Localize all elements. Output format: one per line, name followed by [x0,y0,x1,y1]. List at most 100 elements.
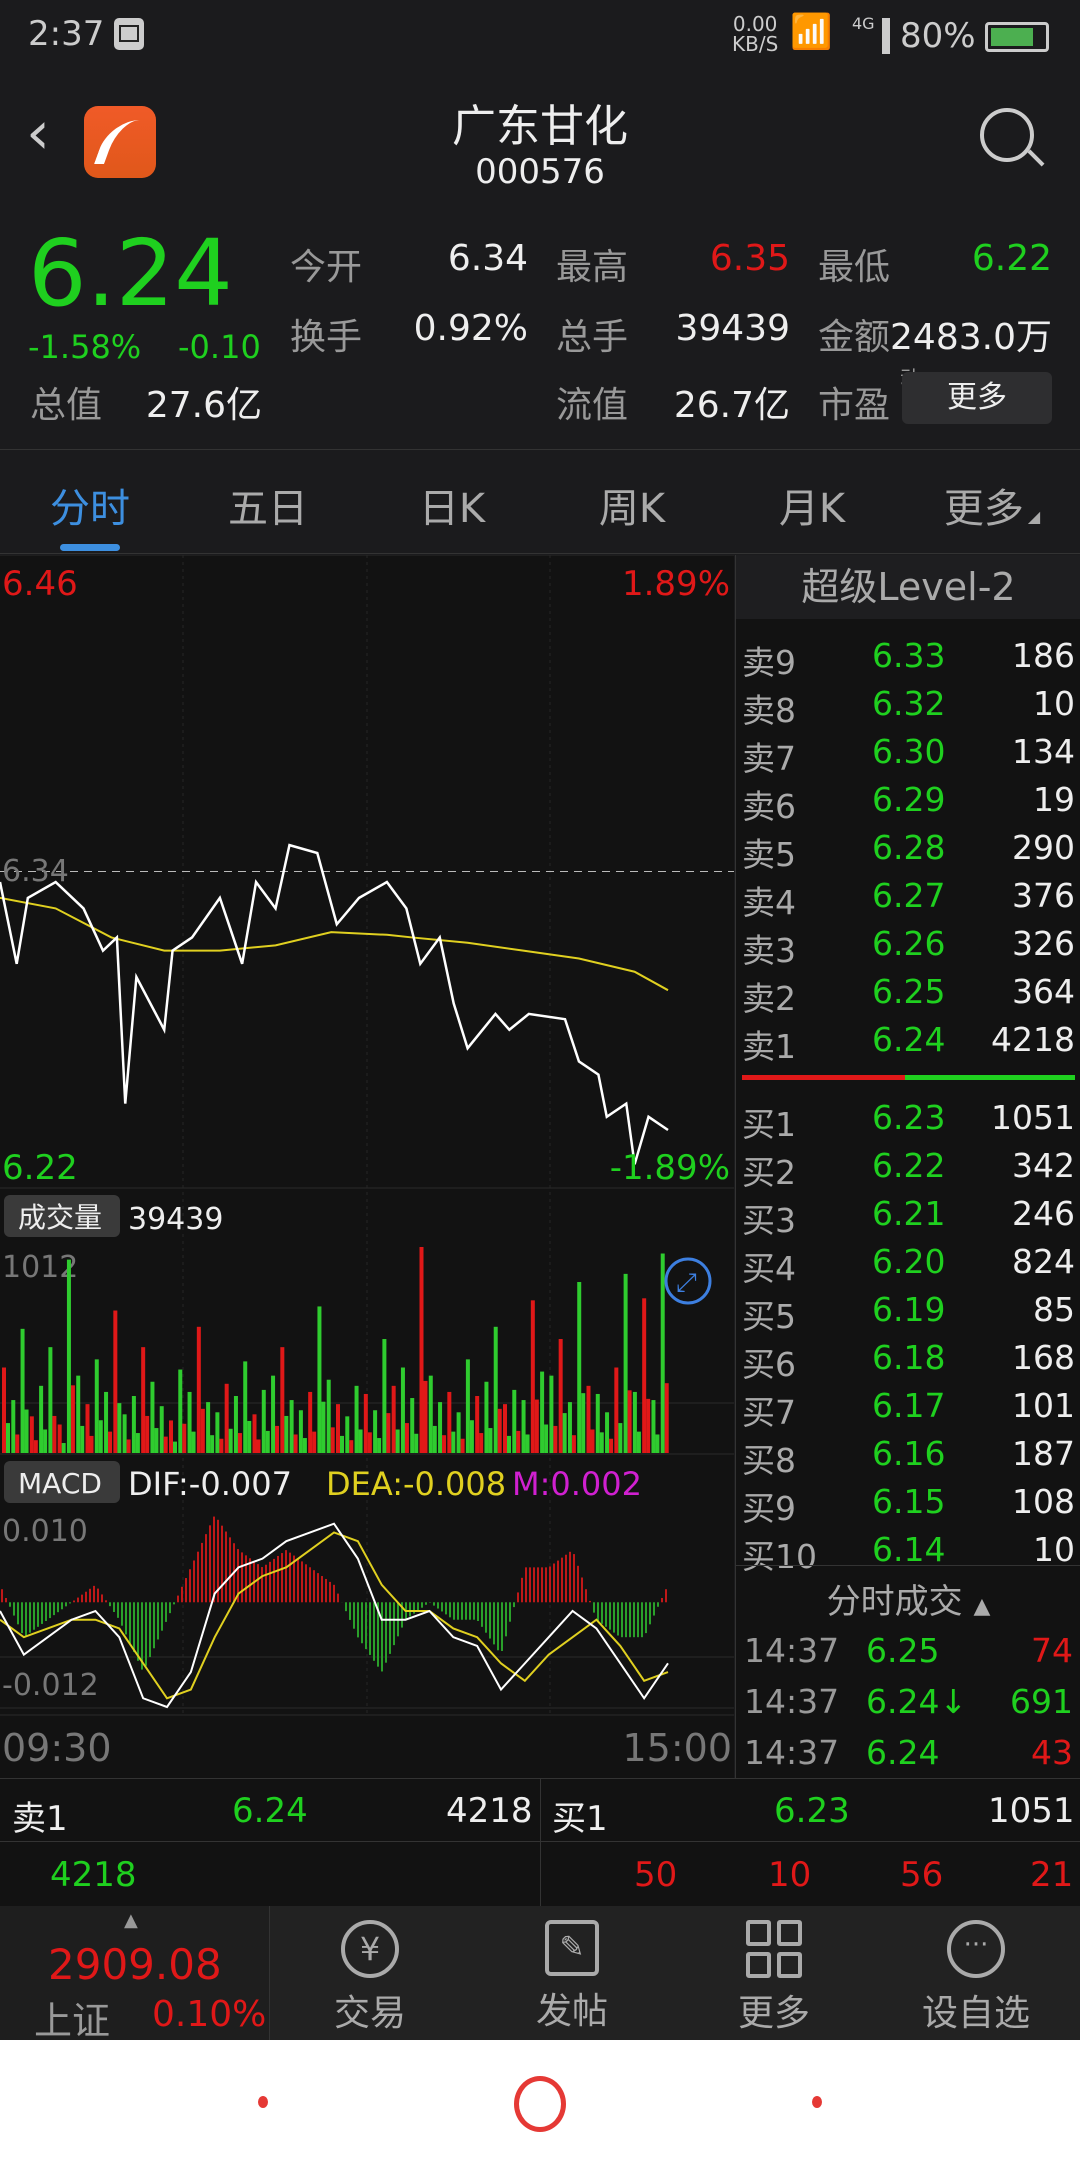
volume-bar [11,1400,16,1453]
volume-bar [367,1432,372,1453]
index-name: 上证 [34,1999,111,2043]
volume-bar [549,1375,554,1453]
volume-bar [581,1393,586,1453]
yuan-exchange-icon: ¥ [341,1920,399,1978]
net-speed-value: 0.00 [732,12,778,36]
volume-bar [210,1435,215,1453]
tab-label: 更多 [943,486,1024,532]
grid-icon [746,1920,802,1978]
volume-bar [521,1400,526,1453]
chart-tabs: 分时 五日 日K 周K 月K 更多 ◢ [0,452,1080,554]
order-volume: 342 [1012,1146,1075,1185]
order-price: 6.20 [872,1242,946,1281]
order-price: 6.30 [872,732,946,771]
more-button[interactable]: 更多 [902,372,1052,424]
order-level: 卖7 [742,739,796,778]
volume-bar [488,1428,493,1453]
bottom-nav: ▲ 2909.08 上证 0.10% ¥ 交易 ✎ 发帖 更多 ··· 设自选 [0,1906,1080,2043]
volume-bar [98,1420,103,1453]
nav-more[interactable]: 更多 [674,1906,874,2040]
field-value: 0.92% [413,308,528,349]
volume-bar [456,1412,461,1453]
volume-bar [163,1436,168,1453]
y-max-pct: 1.89% [622,564,730,604]
field-value: 2483.0万 [890,317,1052,358]
order-volume: 376 [1012,876,1075,915]
trade-time: 14:37 [744,1682,840,1721]
volume-bar [57,1424,62,1453]
back-dot-icon[interactable] [812,2096,822,2108]
volume-total: 39439 [128,1202,223,1237]
volume-bar [15,1434,20,1453]
more-dots-icon: ··· [947,1920,1005,1978]
volume-bar [503,1404,507,1453]
trade-time: 14:37 [744,1733,840,1772]
macd-m: M:0.002 [512,1465,642,1503]
trade-volume: 74 [1031,1631,1073,1670]
tab-item[interactable]: 更多 ◢ [912,476,1072,534]
menu-dot-icon[interactable] [258,2096,268,2108]
volume-bar [642,1298,647,1453]
order-volume: 186 [1012,636,1075,675]
order-price: 6.23 [872,1098,946,1137]
index-ticker[interactable]: ▲ 2909.08 上证 0.10% [0,1906,270,2043]
order-volume: 1051 [991,1098,1075,1137]
trade-row: 14:37 6.25 74 [736,1627,1080,1675]
volume-bar [479,1433,484,1453]
order-row: 买7 6.17 101 [736,1382,1080,1432]
order-volume: 134 [1012,732,1075,771]
order-row: 买5 6.19 85 [736,1286,1080,1336]
level2-header[interactable]: 超级Level-2 [736,555,1080,619]
volume-bar [317,1306,322,1453]
volume-bar [373,1410,378,1453]
order-row: 买4 6.20 824 [736,1238,1080,1288]
order-level: 卖3 [742,931,796,970]
tab-item[interactable]: 月K [732,476,892,534]
index-value: 2909.08 [48,1940,222,1989]
nav-post[interactable]: ✎ 发帖 [472,1906,672,2040]
net-speed-unit: KB/S [732,32,779,56]
buy-queue-item: 21 [1030,1855,1074,1895]
tab-label: 日K [418,486,486,532]
order-level: 卖4 [742,883,796,922]
tab-item[interactable]: 日K [372,476,532,534]
nav-add-watchlist[interactable]: ··· 设自选 [876,1906,1076,2040]
order-row: 买10 6.14 10 [736,1526,1080,1576]
nav-trade[interactable]: ¥ 交易 [270,1906,470,2040]
volume-bar [24,1409,29,1453]
volume-bar [169,1420,173,1453]
volume-bar [89,1435,94,1453]
order-volume: 168 [1012,1338,1075,1377]
volume-bar [122,1414,127,1453]
trade-price: 6.25 [866,1631,940,1670]
search-icon[interactable] [980,108,1045,167]
volume-bar [80,1425,85,1453]
volume-bar [636,1431,641,1453]
order-row: 买1 6.23 1051 [736,1094,1080,1144]
sell1-label: 卖1 [12,1799,68,1839]
tab-item[interactable]: 周K [552,476,712,534]
system-nav-bar [0,2040,1080,2160]
volume-bar [419,1247,424,1453]
volume-bar [113,1310,118,1453]
volume-bar [512,1389,517,1453]
volume-bar [516,1430,521,1453]
tab-label: 月K [778,486,846,532]
back-button[interactable]: ‹ [26,98,50,168]
order-level: 买6 [742,1345,796,1384]
volume-bar [252,1414,257,1453]
tab-item[interactable]: 分时 [10,476,170,551]
volume-bar [275,1425,280,1453]
quote-panel: 6.24 -1.58% -0.10 今开 6.34 最高 6.35 最低 6.22 换手 0.… [0,216,1080,450]
order-row: 卖8 6.32 10 [736,680,1080,730]
index-percent: 0.10% [152,1994,267,2035]
volume-bar [206,1402,211,1453]
sell-ratio-bar [742,1075,905,1080]
home-button[interactable] [514,2076,566,2132]
fullscreen-button[interactable] [664,1257,712,1305]
volume-bar [108,1431,113,1453]
trades-header[interactable]: 分时成交 ▲ [736,1565,1080,1623]
tab-item[interactable]: 五日 [188,476,348,534]
volume-bar [200,1408,205,1453]
volume-bar [432,1425,437,1453]
